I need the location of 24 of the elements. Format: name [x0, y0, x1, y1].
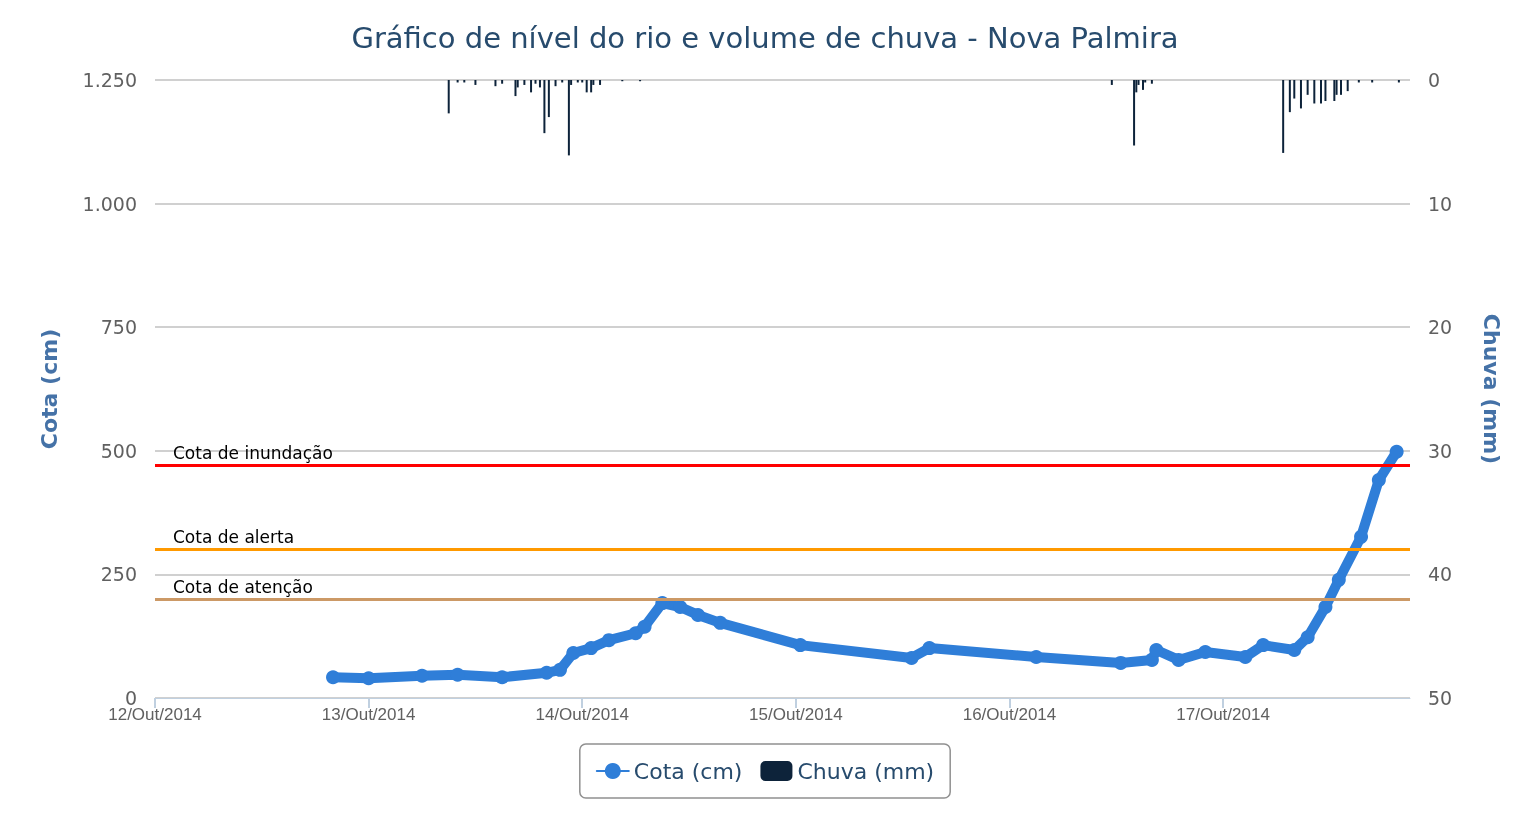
- x-tick-label: 13/Out/2014: [321, 705, 416, 724]
- legend-label: Chuva (mm): [797, 758, 935, 784]
- x-tick-label: 15/Out/2014: [749, 705, 843, 724]
- y-axis-title: Cota (cm): [36, 328, 62, 450]
- y-tick-label: 750: [100, 316, 137, 339]
- y2-tick-label: 10: [1428, 192, 1453, 215]
- ref-line-label: Cota de alerta: [173, 527, 295, 548]
- y-tick-label: 1.000: [82, 192, 137, 215]
- y-tick-label: 250: [100, 563, 137, 586]
- legend-label: Cota (cm): [633, 758, 743, 784]
- y-tick-label: 1.250: [82, 69, 137, 91]
- y-tick-label: 500: [100, 439, 137, 462]
- x-tick-label: 14/Out/2014: [535, 705, 630, 724]
- x-tick-label: 17/Out/2014: [1176, 705, 1270, 724]
- x-tick-label: 16/Out/2014: [962, 705, 1057, 724]
- chart-title: Gráfico de nível do rio e volume de chuva - Nova Palmira: [351, 20, 1179, 55]
- ref-line-label: Cota de atenção: [173, 576, 313, 597]
- y2-tick-label: 40: [1428, 563, 1453, 586]
- y2-axis-title: Chuva (mm): [1478, 313, 1504, 465]
- y2-tick-label: 30: [1428, 439, 1453, 462]
- ref-line-label: Cota de inundação: [173, 443, 333, 464]
- y2-tick-label: 0: [1428, 69, 1441, 91]
- y2-tick-label: 20: [1428, 316, 1453, 339]
- y2-tick-label: 50: [1428, 687, 1453, 709]
